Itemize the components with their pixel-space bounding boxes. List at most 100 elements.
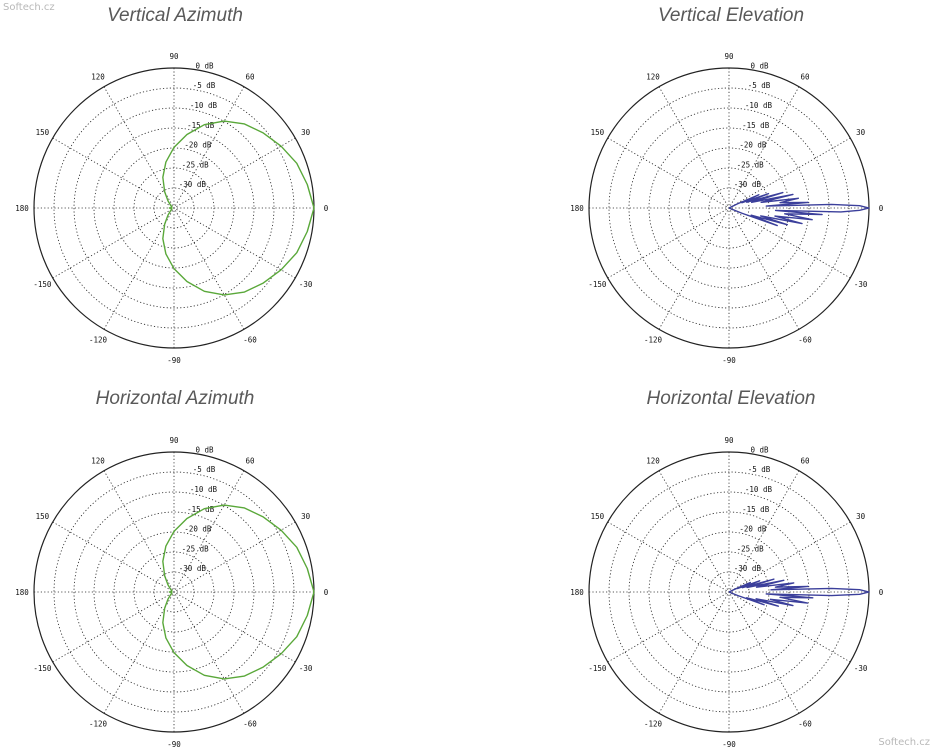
angle-label: -120 (89, 336, 108, 345)
db-label: -15 dB (187, 121, 215, 130)
grid-ring (133, 167, 215, 249)
db-label: 0 dB (195, 61, 214, 70)
angle-label: 120 (646, 456, 660, 465)
angle-label: 120 (646, 72, 660, 81)
watermark-top: Softech.cz (3, 2, 55, 13)
angle-label: -90 (722, 740, 736, 749)
angle-label: 180 (570, 588, 584, 597)
db-label: -20 dB (739, 525, 767, 534)
title-vertical-azimuth: Vertical Azimuth (107, 5, 243, 26)
angle-label: 180 (15, 204, 29, 213)
grid-ring (53, 87, 295, 329)
angle-label: 30 (301, 512, 311, 521)
angle-label: 90 (724, 52, 734, 61)
grid-ring (648, 511, 810, 673)
grid-ring (608, 471, 850, 713)
angle-label: 90 (724, 436, 734, 445)
db-label: -15 dB (187, 505, 215, 514)
angle-label: -60 (243, 336, 257, 345)
angle-label: 90 (169, 52, 179, 61)
grid-ring (668, 147, 790, 269)
angle-label: -150 (33, 280, 52, 289)
grid-ring (73, 107, 275, 309)
db-label: -25 dB (182, 160, 210, 169)
title-vertical-elevation: Vertical Elevation (657, 5, 805, 26)
polar-chart-vertical-azimuth: 0 30 60 90 120 150 180 -150 -120 -90 -60 -30 0 dB -5 … (15, 52, 329, 365)
title-horizontal-elevation: Horizontal Elevation (646, 388, 816, 409)
angle-label: -120 (644, 720, 663, 729)
angle-label: -30 (854, 664, 868, 673)
angle-label: -30 (854, 280, 868, 289)
grid-spoke (52, 137, 296, 279)
pattern-trace (162, 504, 315, 680)
angle-label: -90 (167, 356, 181, 365)
angle-label: 0 (324, 588, 329, 597)
grid-ring (688, 551, 770, 633)
grid-ring (668, 531, 790, 653)
angle-label: 150 (591, 128, 605, 137)
angle-label: 60 (245, 456, 255, 465)
angle-label: 0 (324, 204, 329, 213)
db-label: -30 dB (734, 180, 762, 189)
db-label: -15 dB (742, 121, 770, 130)
angle-label: 90 (169, 436, 179, 445)
grid-ring (133, 551, 215, 633)
angle-label: 0 (879, 588, 884, 597)
angle-label: 60 (800, 72, 810, 81)
db-label: -20 dB (739, 141, 767, 150)
db-label: -10 dB (190, 101, 218, 110)
grid-spoke (52, 521, 296, 663)
db-label: -5 dB (748, 81, 771, 90)
grid-ring (628, 491, 830, 693)
watermark-bottom: Softech.cz (878, 737, 930, 748)
grid-ring (93, 127, 255, 289)
db-label: -5 dB (748, 465, 771, 474)
db-label: -30 dB (179, 180, 207, 189)
grid-ring (608, 87, 850, 329)
grid-ring (688, 167, 770, 249)
angle-label: -30 (299, 280, 313, 289)
angle-label: 120 (91, 456, 105, 465)
angle-label: -60 (243, 720, 257, 729)
angle-label: 180 (15, 588, 29, 597)
grid-ring (648, 127, 810, 289)
angle-label: -120 (89, 720, 108, 729)
grid-ring (93, 511, 255, 673)
angle-label: 30 (856, 512, 866, 521)
angle-label: -150 (33, 664, 52, 673)
angle-label: -60 (798, 720, 812, 729)
polar-chart-vertical-elevation: 0 30 60 90 120 150 180 -150 -120 -90 -60 -30 0 dB -5 … (570, 52, 884, 365)
angle-label: 150 (36, 128, 50, 137)
db-label: -30 dB (179, 564, 207, 573)
angle-label: -90 (722, 356, 736, 365)
db-label: 0 dB (750, 61, 769, 70)
db-label: -20 dB (184, 525, 212, 534)
db-label: -15 dB (742, 505, 770, 514)
db-label: -10 dB (745, 101, 773, 110)
db-label: -25 dB (737, 160, 765, 169)
angle-label: 150 (36, 512, 50, 521)
db-label: -25 dB (182, 544, 210, 553)
grid-ring (53, 471, 295, 713)
angle-label: -30 (299, 664, 313, 673)
polar-chart-horizontal-elevation: 0 30 60 90 120 150 180 -150 -120 -90 -60 -30 0 dB -5 … (570, 436, 884, 749)
angle-label: 60 (245, 72, 255, 81)
angle-label: 60 (800, 456, 810, 465)
db-label: 0 dB (750, 445, 769, 454)
angle-label: 180 (570, 204, 584, 213)
angle-label: -120 (644, 336, 663, 345)
grid-ring (628, 107, 830, 309)
title-horizontal-azimuth: Horizontal Azimuth (95, 388, 255, 409)
db-label: -10 dB (190, 485, 218, 494)
db-label: -5 dB (193, 81, 216, 90)
pattern-trace (728, 191, 870, 227)
pattern-trace (162, 120, 315, 296)
angle-label: -60 (798, 336, 812, 345)
angle-label: 120 (91, 72, 105, 81)
angle-label: 30 (301, 128, 311, 137)
grid-ring (73, 491, 275, 693)
angle-label: 30 (856, 128, 866, 137)
db-label: -25 dB (737, 544, 765, 553)
db-label: -20 dB (184, 141, 212, 150)
angle-label: 150 (591, 512, 605, 521)
